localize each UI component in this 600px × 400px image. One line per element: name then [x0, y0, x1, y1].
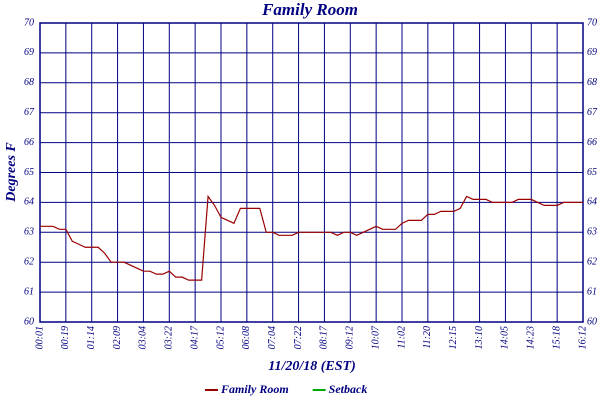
y-tick-label: 69 — [24, 47, 34, 58]
y2-tick-label: 66 — [587, 137, 597, 148]
y2-tick-label: 68 — [587, 77, 597, 88]
x-tick-label: 16:12 — [577, 326, 588, 349]
y2-tick-label: 62 — [587, 256, 597, 267]
y2-tick-label: 60 — [587, 316, 597, 327]
x-tick-label: 04:17 — [189, 325, 200, 349]
x-tick-label: 13:10 — [474, 326, 485, 349]
y-tick-label: 63 — [24, 227, 34, 238]
y-tick-label: 68 — [24, 77, 34, 88]
legend: Family Room Setback — [205, 382, 367, 396]
x-axis-label: 11/20/18 (EST) — [268, 359, 356, 374]
data-line — [40, 194, 583, 281]
x-tick-label: 11:02 — [396, 326, 407, 349]
x-tick-label: 09:12 — [345, 326, 356, 349]
chart-title: Family Room — [261, 0, 358, 19]
x-tick-label: 00:01 — [34, 326, 45, 349]
y-axis-label: Degrees F — [4, 142, 19, 203]
x-tick-label: 05:12 — [215, 326, 226, 349]
y-tick-label: 64 — [24, 197, 34, 208]
y-tick-label: 62 — [24, 256, 34, 267]
y-tick-label: 66 — [24, 137, 34, 148]
x-tick-label: 07:22 — [293, 326, 304, 349]
x-tick-label: 08:17 — [319, 325, 330, 349]
y-tick-label: 61 — [24, 286, 34, 297]
x-tick-label: 14:23 — [526, 326, 537, 349]
x-tick-label: 10:07 — [370, 325, 381, 349]
x-tick-label: 07:04 — [267, 326, 278, 349]
y-tick-label: 67 — [24, 107, 35, 118]
x-tick-label: 14:05 — [500, 326, 511, 349]
y2-tick-label: 65 — [587, 167, 597, 178]
y2-tick-label: 70 — [587, 17, 597, 28]
x-tick-label: 06:08 — [241, 326, 252, 349]
legend-label: Setback — [329, 382, 368, 396]
x-tick-label: 03:22 — [164, 326, 175, 349]
y2-tick-label: 61 — [587, 286, 597, 297]
x-tick-label: 00:19 — [60, 326, 71, 349]
x-tick-label: 11:20 — [422, 326, 433, 349]
legend-label: Family Room — [220, 382, 289, 396]
y-tick-label: 70 — [24, 17, 34, 28]
x-tick-label: 15:18 — [551, 326, 562, 349]
x-tick-label: 02:09 — [112, 326, 123, 349]
y-tick-label: 60 — [24, 316, 34, 327]
y-tick-label: 65 — [24, 167, 34, 178]
x-tick-label: 03:04 — [138, 326, 149, 349]
y2-tick-label: 69 — [587, 47, 597, 58]
y2-tick-label: 64 — [587, 197, 597, 208]
x-tick-label: 01:14 — [86, 326, 97, 349]
x-tick-label: 12:15 — [448, 326, 459, 349]
y2-tick-label: 63 — [587, 227, 597, 238]
plot-area — [39, 22, 584, 323]
y2-tick-label: 67 — [587, 107, 598, 118]
